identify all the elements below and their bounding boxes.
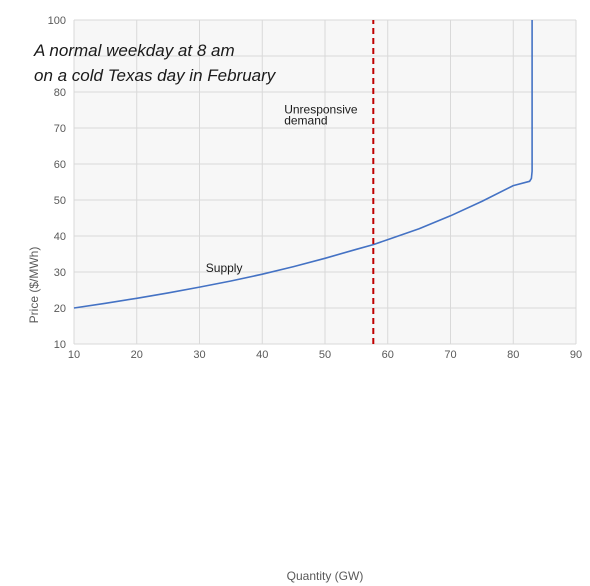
x-tick-label: 20: [131, 349, 143, 361]
gridlines: [73, 19, 577, 345]
y-tick-label: 70: [54, 123, 66, 135]
x-tick-label: 40: [256, 349, 268, 361]
tick-labels: 10 20 30 40 50 60 70 80 90 10 20 30 40 50 60 70 80 100: [48, 15, 582, 361]
x-tick-label: 70: [444, 349, 456, 361]
supply-curve: [73, 20, 533, 309]
y-axis-title: Price ($/MWh): [27, 247, 41, 324]
y-tick-label: 100: [48, 15, 66, 27]
y-tick-label: 20: [54, 303, 66, 315]
x-tick-label: 30: [193, 349, 205, 361]
y-tick-label: 10: [54, 339, 66, 351]
y-tick-label: 30: [54, 267, 66, 279]
y-tick-label: 80: [54, 87, 66, 99]
y-tick-label: 40: [54, 231, 66, 243]
x-tick-label: 50: [319, 349, 331, 361]
chart-title-line-2: on a cold Texas day in February: [34, 66, 277, 85]
x-axis-title: Quantity (GW): [287, 569, 364, 583]
chart-title-line-1: A normal weekday at 8 am: [33, 41, 235, 60]
x-tick-label: 10: [68, 349, 80, 361]
x-tick-label: 90: [570, 349, 582, 361]
x-tick-label: 80: [507, 349, 519, 361]
annotation-label-2: demand: [284, 113, 327, 127]
annotation-label-0: Supply: [206, 261, 243, 275]
y-tick-label: 60: [54, 159, 66, 171]
series-layer: [73, 20, 533, 344]
annotation-label-1: Unresponsive: [284, 103, 358, 117]
x-tick-label: 60: [382, 349, 394, 361]
y-tick-label: 50: [54, 195, 66, 207]
